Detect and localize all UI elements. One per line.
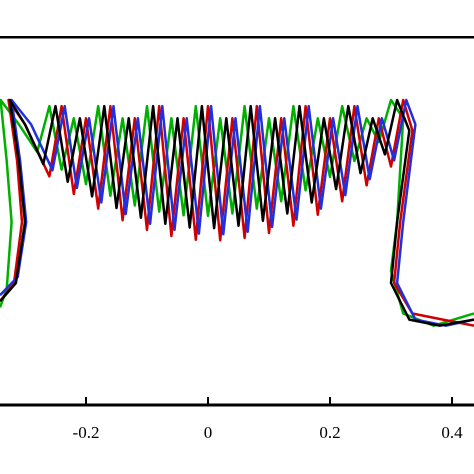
x-tick-label: -0.2 <box>73 423 100 442</box>
x-tick-label: 0.2 <box>319 423 340 442</box>
series-line <box>0 98 474 327</box>
x-tick-label: 0.4 <box>441 423 463 442</box>
x-tick-label: 0 <box>204 423 213 442</box>
series-line <box>0 98 474 327</box>
